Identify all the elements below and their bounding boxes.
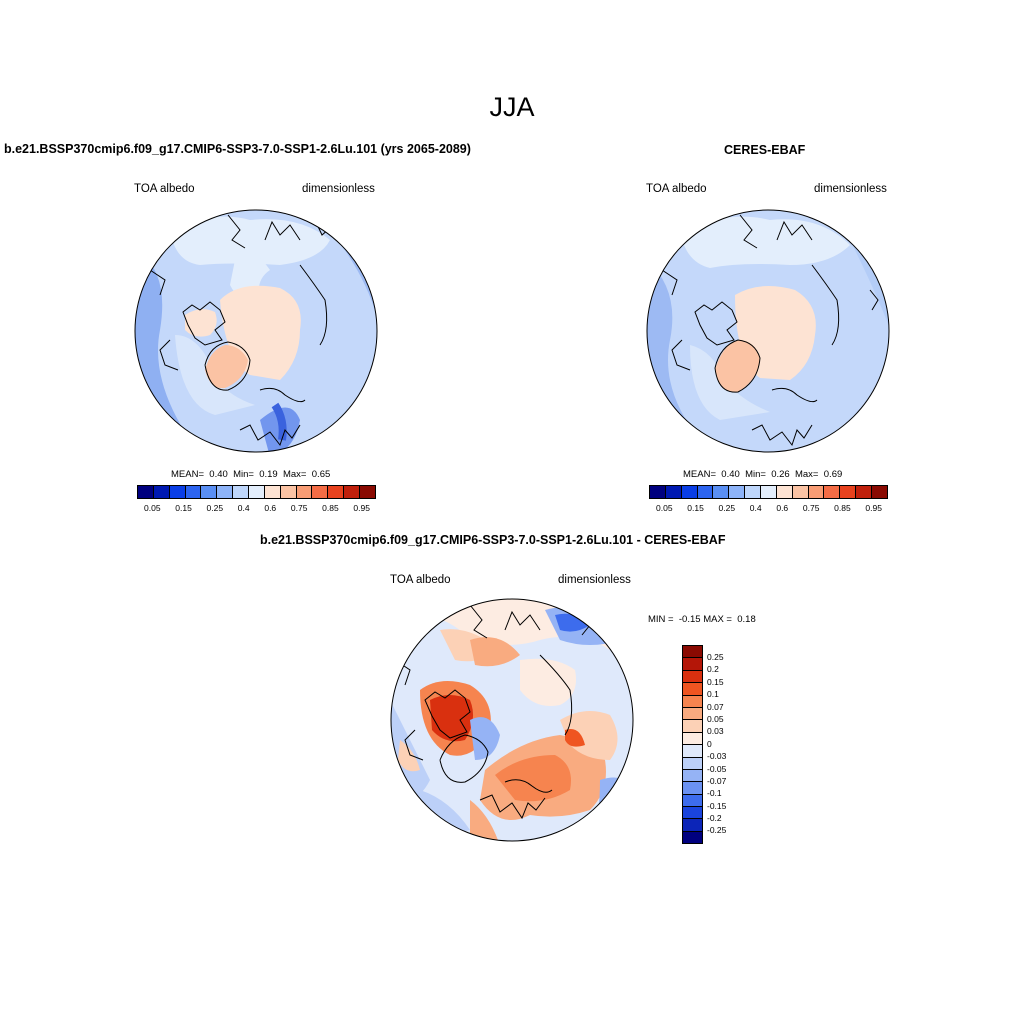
right-colorbar-swatch xyxy=(681,486,698,498)
diff-colorbar-swatch xyxy=(683,745,702,758)
right-colorbar-swatch xyxy=(729,486,746,498)
right-colorbar-swatch xyxy=(650,486,666,498)
diff-colorbar-tick-label: -0.15 xyxy=(707,800,727,811)
left-colorbar-tick-label: 0.05 xyxy=(144,503,161,513)
diff-colorbar-swatch xyxy=(683,794,702,808)
right-colorbar-swatch xyxy=(776,486,793,498)
diff-colorbar-swatch xyxy=(683,819,702,832)
diff-colorbar-swatch xyxy=(683,782,702,795)
diff-colorbar-tick-label: 0.1 xyxy=(707,689,719,700)
right-colorbar-swatch xyxy=(665,486,682,498)
right-colorbar-swatch xyxy=(872,486,887,498)
diff-panel-title: b.e21.BSSP370cmip6.f09_g17.CMIP6-SSP3-7.… xyxy=(260,533,726,547)
diff-colorbar-tick-label: 0.25 xyxy=(707,652,724,662)
right-colorbar-swatch xyxy=(761,486,777,498)
diff-colorbar-swatch xyxy=(683,670,702,684)
diff-colorbar-tick-label: -0.03 xyxy=(707,751,727,762)
left-colorbar-swatch xyxy=(344,486,361,498)
diff-colorbar-swatch xyxy=(683,683,702,696)
left-colorbar-swatch xyxy=(296,486,313,498)
diff-colorbar-swatch xyxy=(683,831,702,844)
right-variable-label: TOA albedo xyxy=(646,183,707,195)
left-colorbar-tick-label: 0.85 xyxy=(322,503,339,513)
right-colorbar-swatch xyxy=(808,486,825,498)
right-panel-title: CERES-EBAF xyxy=(724,143,806,157)
left-colorbar-tick-label: 0.6 xyxy=(264,503,277,513)
right-colorbar-tick-label: 0.25 xyxy=(718,503,736,513)
diff-minmax: MIN = -0.15 MAX = 0.18 xyxy=(648,614,756,625)
right-colorbar-tick-label: 0.4 xyxy=(749,503,762,513)
left-colorbar-swatch xyxy=(233,486,250,498)
diff-colorbar-labels: 0.25 0.2 0.15 0.1 0.07 0.05 0.03 0 -0.03 -0.05 -0.… xyxy=(707,651,726,837)
left-colorbar-swatch xyxy=(360,486,375,498)
right-colorbar-swatch xyxy=(856,486,873,498)
left-colorbar xyxy=(137,485,376,499)
left-colorbar-swatch xyxy=(138,486,154,498)
left-colorbar-tick-label: 0.15 xyxy=(175,503,192,513)
right-colorbar-tick-label: 0.95 xyxy=(865,503,882,513)
left-colorbar-tick-label: 0.25 xyxy=(206,503,224,513)
right-colorbar-labels: 0.05 0.15 0.25 0.4 0.6 0.75 0.85 0.95 xyxy=(656,503,882,513)
left-colorbar-tick-label: 0.75 xyxy=(290,503,308,513)
diff-colorbar-swatch xyxy=(683,707,702,721)
left-colorbar-swatch xyxy=(249,486,265,498)
diff-colorbar-tick-label: 0 xyxy=(707,738,712,749)
diff-colorbar-swatch xyxy=(683,658,702,671)
diff-colorbar-swatch xyxy=(683,695,702,708)
diff-colorbar-swatch xyxy=(683,646,702,659)
right-colorbar-tick-label: 0.15 xyxy=(687,503,704,513)
left-variable-label: TOA albedo xyxy=(134,183,195,195)
diff-colorbar-tick-label: -0.1 xyxy=(707,788,722,799)
left-colorbar-tick-label: 0.4 xyxy=(237,503,250,513)
diff-colorbar-swatch xyxy=(683,807,702,820)
diff-colorbar-swatch xyxy=(683,732,702,746)
left-units-label: dimensionless xyxy=(302,183,375,195)
diff-colorbar-tick-label: 0.15 xyxy=(707,676,724,687)
diff-colorbar-tick-label: 0.05 xyxy=(707,713,724,724)
diff-colorbar-tick-label: -0.25 xyxy=(707,825,727,836)
left-colorbar-labels: 0.05 0.15 0.25 0.4 0.6 0.75 0.85 0.95 xyxy=(144,503,370,513)
left-colorbar-swatch xyxy=(264,486,281,498)
diff-colorbar-swatch xyxy=(683,720,702,733)
right-colorbar-swatch xyxy=(713,486,730,498)
right-colorbar-swatch xyxy=(745,486,762,498)
left-colorbar-swatch xyxy=(328,486,345,498)
right-colorbar-swatch xyxy=(824,486,841,498)
right-colorbar-tick-label: 0.75 xyxy=(802,503,820,513)
diff-colorbar-swatch xyxy=(683,757,702,770)
diff-colorbar-swatch xyxy=(683,769,702,783)
right-colorbar-tick-label: 0.05 xyxy=(656,503,673,513)
diff-colorbar-tick-label: -0.2 xyxy=(707,813,722,824)
left-colorbar-swatch xyxy=(169,486,186,498)
right-units-label: dimensionless xyxy=(814,183,887,195)
right-colorbar xyxy=(649,485,888,499)
right-colorbar-swatch xyxy=(792,486,809,498)
left-colorbar-swatch xyxy=(153,486,170,498)
left-colorbar-tick-label: 0.95 xyxy=(353,503,370,513)
diff-colorbar-tick-label: -0.07 xyxy=(707,775,727,786)
diff-colorbar-tick-label: 0.2 xyxy=(707,664,719,675)
diff-units-label: dimensionless xyxy=(558,574,631,586)
right-stats: MEAN= 0.40 Min= 0.26 Max= 0.69 xyxy=(683,469,843,480)
right-colorbar-swatch xyxy=(840,486,857,498)
diff-variable-label: TOA albedo xyxy=(390,574,451,586)
diff-colorbar-tick-label: 0.07 xyxy=(707,701,724,712)
left-colorbar-swatch xyxy=(201,486,218,498)
left-colorbar-swatch xyxy=(312,486,329,498)
left-panel-title: b.e21.BSSP370cmip6.f09_g17.CMIP6-SSP3-7.… xyxy=(4,142,471,156)
left-colorbar-swatch xyxy=(217,486,234,498)
right-colorbar-tick-label: 0.6 xyxy=(776,503,789,513)
diff-colorbar xyxy=(682,645,703,845)
right-colorbar-swatch xyxy=(697,486,714,498)
diff-colorbar-tick-label: -0.05 xyxy=(707,763,727,774)
left-stats: MEAN= 0.40 Min= 0.19 Max= 0.65 xyxy=(171,469,331,480)
right-colorbar-tick-label: 0.85 xyxy=(834,503,851,513)
diff-colorbar-tick-label: 0.03 xyxy=(707,726,724,737)
left-colorbar-swatch xyxy=(280,486,297,498)
figure-title: JJA xyxy=(489,92,535,122)
left-colorbar-swatch xyxy=(185,486,202,498)
